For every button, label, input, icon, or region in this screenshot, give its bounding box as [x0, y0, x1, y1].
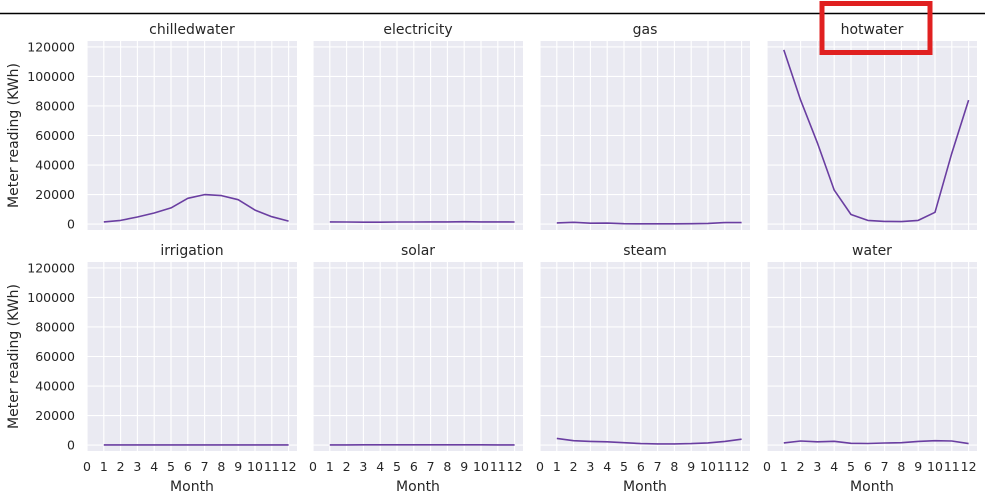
chart-panels: chilledwater0200004000060000800001000001… — [27, 22, 977, 495]
panel-hotwater: hotwater — [766, 22, 977, 230]
x-tick-label: 5 — [167, 459, 175, 474]
y-axis-label-top: Meter reading (KWh) — [6, 63, 22, 208]
x-tick-label: 9 — [914, 459, 922, 474]
x-tick-label: 4 — [830, 459, 838, 474]
panel-title: irrigation — [160, 243, 223, 259]
x-tick-label: 3 — [133, 459, 141, 474]
x-tick-label: 10 — [927, 459, 943, 474]
x-tick-label: 10 — [700, 459, 716, 474]
y-tick-label: 0 — [67, 217, 75, 232]
x-tick-label: 7 — [201, 459, 209, 474]
panel-irrigation: irrigation020000400006000080000100000120… — [27, 243, 297, 495]
panel-title: solar — [401, 243, 435, 259]
x-tick-label: 10 — [473, 459, 489, 474]
x-tick-label: 5 — [847, 459, 855, 474]
x-tick-label: 11 — [490, 459, 506, 474]
x-tick-label: 12 — [961, 459, 977, 474]
x-axis-label: Month — [396, 479, 440, 495]
y-tick-label: 40000 — [35, 158, 75, 173]
x-tick-label: 8 — [670, 459, 678, 474]
y-tick-label: 20000 — [35, 408, 75, 423]
y-tick-label: 80000 — [35, 98, 75, 113]
panel-electricity: electricity — [312, 22, 523, 230]
x-tick-label: 4 — [150, 459, 158, 474]
x-tick-label: 9 — [460, 459, 468, 474]
series-line-chilledwater — [103, 193, 289, 223]
highlight-box — [819, 1, 933, 55]
y-tick-label: 40000 — [35, 379, 75, 394]
x-axis-label: Month — [850, 479, 894, 495]
x-tick-label: 7 — [654, 459, 662, 474]
x-tick-label: 8 — [217, 459, 225, 474]
x-tick-label: 1 — [553, 459, 561, 474]
x-tick-label: 9 — [234, 459, 242, 474]
x-tick-label: 7 — [427, 459, 435, 474]
y-tick-label: 60000 — [35, 349, 75, 364]
x-tick-label: 5 — [393, 459, 401, 474]
panel-title: electricity — [383, 22, 452, 38]
x-tick-label: 12 — [734, 459, 750, 474]
x-tick-label: 2 — [797, 459, 805, 474]
series-line-electricity — [329, 220, 515, 223]
panel-chilledwater: chilledwater 0 20000 40000 60000 80000 100000 1… — [27, 22, 297, 232]
x-tick-label: 3 — [813, 459, 821, 474]
x-tick-label: 11 — [717, 459, 733, 474]
y-tick-label: 100000 — [27, 69, 75, 84]
x-tick-label: 3 — [359, 459, 367, 474]
y-tick-label: 120000 — [27, 260, 75, 275]
series-line-gas — [556, 221, 742, 225]
x-tick-label: 3 — [586, 459, 594, 474]
x-tick-label: 6 — [410, 459, 418, 474]
y-tick-label: 100000 — [27, 290, 75, 305]
x-tick-label: 8 — [443, 459, 451, 474]
x-tick-label: 4 — [603, 459, 611, 474]
series-line-hotwater — [783, 49, 970, 223]
series-line-water — [783, 439, 969, 445]
x-tick-label: 5 — [620, 459, 628, 474]
panel-gas: gas — [539, 22, 750, 230]
x-tick-label: 0 — [83, 459, 91, 474]
x-tick-label: 6 — [184, 459, 192, 474]
panel-title: chilledwater — [149, 22, 235, 38]
x-tick-label: 0 — [309, 459, 317, 474]
x-tick-label: 1 — [780, 459, 788, 474]
panel-title: steam — [623, 243, 667, 259]
x-tick-label: 4 — [376, 459, 384, 474]
x-tick-label: 2 — [117, 459, 125, 474]
x-tick-label: 12 — [281, 459, 297, 474]
panel-title: gas — [633, 22, 658, 38]
x-tick-label: 6 — [637, 459, 645, 474]
x-tick-label: 10 — [247, 459, 263, 474]
x-tick-label: 0 — [763, 459, 771, 474]
x-tick-label: 1 — [100, 459, 108, 474]
x-axis-label: Month — [623, 479, 667, 495]
x-tick-label: 7 — [881, 459, 889, 474]
x-tick-label: 11 — [264, 459, 280, 474]
x-tick-label: 11 — [944, 459, 960, 474]
x-axis-label: Month — [170, 479, 214, 495]
y-tick-label: 0 — [67, 438, 75, 453]
x-tick-label: 8 — [897, 459, 905, 474]
x-tick-label: 6 — [864, 459, 872, 474]
y-tick-label: 120000 — [27, 39, 75, 54]
x-tick-label: 1 — [326, 459, 334, 474]
x-tick-label: 0 — [536, 459, 544, 474]
y-tick-label: 20000 — [35, 187, 75, 202]
series-line-steam — [556, 437, 742, 445]
y-axis-label-bottom: Meter reading (KWh) — [6, 284, 22, 429]
y-tick-label: 60000 — [35, 128, 75, 143]
x-tick-label: 2 — [343, 459, 351, 474]
panel-title: hotwater — [841, 22, 904, 38]
panel-title: water — [852, 243, 892, 259]
x-tick-label: 9 — [687, 459, 695, 474]
x-tick-label: 12 — [507, 459, 523, 474]
y-tick-label: 80000 — [35, 319, 75, 334]
x-tick-label: 2 — [570, 459, 578, 474]
